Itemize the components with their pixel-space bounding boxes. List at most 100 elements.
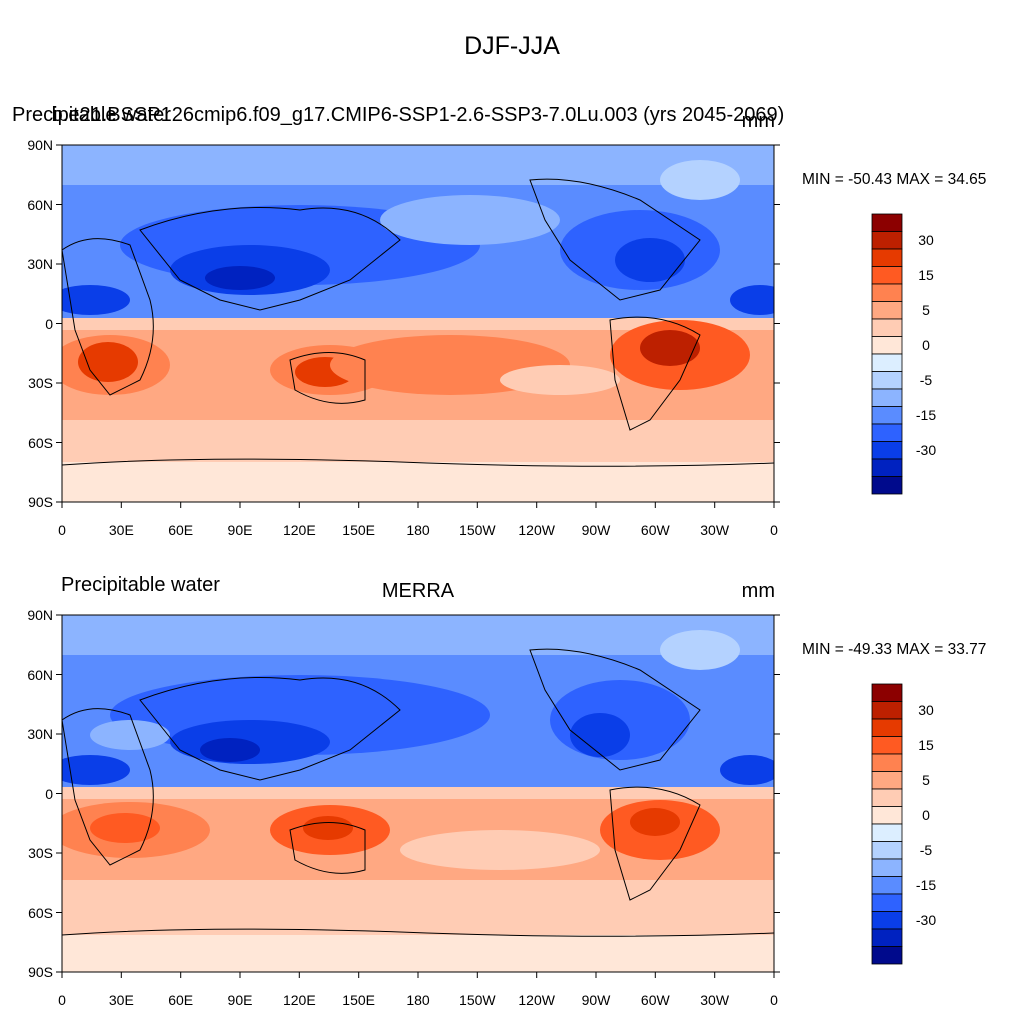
panel1-africa-outline bbox=[62, 238, 154, 396]
panel2-lon-tick-label: 150W bbox=[459, 992, 496, 1008]
panel2-africa-outline bbox=[62, 708, 154, 866]
panel1-sh-midlat bbox=[62, 420, 774, 470]
panel2-colorbar-swatch bbox=[871, 683, 903, 702]
panel1-lat-tick-label: 60N bbox=[27, 196, 53, 213]
panel2-colorbar-label: 15 bbox=[918, 737, 934, 754]
panel1-colorbar-swatch bbox=[871, 266, 903, 285]
panel1-colorbar-label: 0 bbox=[922, 337, 930, 354]
panel1-namerica-outline bbox=[529, 178, 701, 301]
panel2-colorbar bbox=[871, 683, 903, 965]
panel1-colorbar-swatch bbox=[871, 423, 903, 442]
panel2-lon-tick-label: 90W bbox=[581, 992, 611, 1008]
panel1-colorbar-label: 15 bbox=[918, 267, 934, 284]
panel2-colorbar-swatch bbox=[871, 893, 903, 912]
panel2-lon-tick-label: 0 bbox=[58, 992, 66, 1008]
panel2-lat-tick-label: 30S bbox=[28, 845, 53, 861]
panel2-arctic-band bbox=[62, 615, 774, 655]
panel1-antarctica-band bbox=[62, 462, 774, 502]
panel2-equator-band bbox=[62, 787, 774, 799]
panel1-colorbar-swatch bbox=[871, 406, 903, 425]
panel1-colorbar-label: 5 bbox=[922, 302, 930, 319]
panel1-asia-outline bbox=[139, 207, 401, 311]
panel2-colorbar-swatch bbox=[871, 841, 903, 860]
panel2-colorbar-label: -5 bbox=[919, 842, 933, 859]
panel2-colorbar-label: -30 bbox=[915, 912, 937, 929]
panel1-map bbox=[62, 145, 774, 502]
panel1-colorbar-swatch bbox=[871, 458, 903, 477]
panel2-colorbar-swatch bbox=[871, 946, 903, 965]
panel2-lat-tick-label: 30N bbox=[27, 726, 53, 742]
panel1-lon-tick-label: 150E bbox=[342, 522, 376, 538]
panel2-coastlines bbox=[62, 648, 774, 937]
panel2-antarctica-outline bbox=[62, 928, 774, 937]
panel2-units: mm bbox=[741, 580, 775, 602]
panel2-colorbar-swatch bbox=[871, 718, 903, 737]
panel1-samerica-core bbox=[640, 330, 700, 366]
panel2-colorbar-swatch bbox=[871, 806, 903, 825]
panel2-asia-outline bbox=[139, 677, 401, 781]
panel1-colorbar-swatch bbox=[871, 231, 903, 250]
panel1-arctic-band bbox=[62, 145, 774, 185]
panel2-lat-tick-label: 60N bbox=[27, 666, 53, 683]
panel1-colorbar-swatch bbox=[871, 248, 903, 267]
panel2-minmax: MIN = -49.33 MAX = 33.77 bbox=[802, 641, 987, 658]
panel2-colorbar-swatch bbox=[871, 753, 903, 772]
panel2-samerica-core bbox=[630, 808, 680, 836]
panel2-australia-outline bbox=[289, 822, 366, 874]
panel1-coastlines bbox=[62, 178, 774, 467]
panel2-lon-tick-label: 60E bbox=[168, 992, 194, 1008]
panel1-greenland-light bbox=[660, 160, 740, 200]
panel1-left-title: Precipitable water bbox=[12, 104, 171, 126]
panel2-lon-tick-label: 120E bbox=[282, 992, 316, 1008]
panel1-colorbar-swatch bbox=[871, 371, 903, 390]
panel2-colorbar-swatch bbox=[871, 928, 903, 947]
panel1-colorbar-swatch bbox=[871, 388, 903, 407]
panel1-antarctica-outline bbox=[62, 458, 774, 467]
panel1-samerica-outline bbox=[609, 316, 701, 431]
panel1-atlantic-deep bbox=[730, 285, 774, 315]
panel2-lat-tick-label: 0 bbox=[45, 785, 53, 802]
panel2-center-title: MERRA bbox=[381, 580, 455, 602]
panel1-lat-tick-label: 30S bbox=[28, 375, 53, 391]
panel2-lon-tick-label: 30E bbox=[108, 992, 134, 1008]
panel2-colorbar-swatch bbox=[871, 701, 903, 720]
panel2-atlantic-deep bbox=[720, 755, 774, 785]
panel2-lat-tick-label: 60S bbox=[28, 904, 53, 921]
panel2-sh-midlat bbox=[62, 880, 774, 940]
panel1-colorbar-swatch bbox=[871, 318, 903, 337]
panel1-lon-tick-label: 90W bbox=[581, 522, 611, 538]
panel1-lat-tick-label: 90S bbox=[28, 494, 53, 510]
panel1-africa-core bbox=[78, 342, 138, 382]
panel2-lon-tick-label: 90E bbox=[227, 992, 253, 1008]
panel1-colorbar-swatch bbox=[871, 336, 903, 355]
panel1-lon-tick-label: 120W bbox=[518, 522, 555, 538]
panel1-lat-tick-label: 30N bbox=[27, 256, 53, 272]
panel2-samerica-outline bbox=[609, 786, 701, 901]
panel2-colorbar-label: 30 bbox=[918, 702, 934, 719]
panel2-colorbar-swatch bbox=[871, 788, 903, 807]
panel1-colorbar-swatch bbox=[871, 301, 903, 320]
panel2-colorbar-label: -15 bbox=[915, 877, 937, 894]
panel1-asia-core bbox=[205, 266, 275, 290]
panel1-lon-tick-label: 30W bbox=[700, 522, 730, 538]
panel2-australia-core bbox=[303, 816, 353, 840]
panel1-colorbar-swatch bbox=[871, 476, 903, 495]
panel2-asia-core bbox=[200, 738, 260, 762]
panel2-lat-tick-label: 90N bbox=[27, 607, 53, 623]
panel2-lon-tick-label: 0 bbox=[770, 992, 778, 1008]
panel2-colorbar-swatch bbox=[871, 911, 903, 930]
panel1-lon-tick-label: 60E bbox=[168, 522, 194, 538]
panel1-colorbar-swatch bbox=[871, 441, 903, 460]
panel1-equator-band bbox=[62, 318, 774, 330]
panel1-colorbar-label: -15 bbox=[915, 407, 937, 424]
panel2-ticks bbox=[56, 614, 780, 978]
panel2-lon-tick-label: 120W bbox=[518, 992, 555, 1008]
panel1-lon-tick-label: 120E bbox=[282, 522, 316, 538]
panel1-lon-tick-label: 180 bbox=[406, 522, 430, 538]
panel2-namerica-outline bbox=[529, 648, 701, 771]
panel2-colorbar-swatch bbox=[871, 736, 903, 755]
panel2-colorbar-swatch bbox=[871, 771, 903, 790]
panel1-lat-tick-label: 0 bbox=[45, 315, 53, 332]
panel1-epacific-light bbox=[500, 365, 620, 395]
panel1-colorbar-swatch bbox=[871, 213, 903, 232]
